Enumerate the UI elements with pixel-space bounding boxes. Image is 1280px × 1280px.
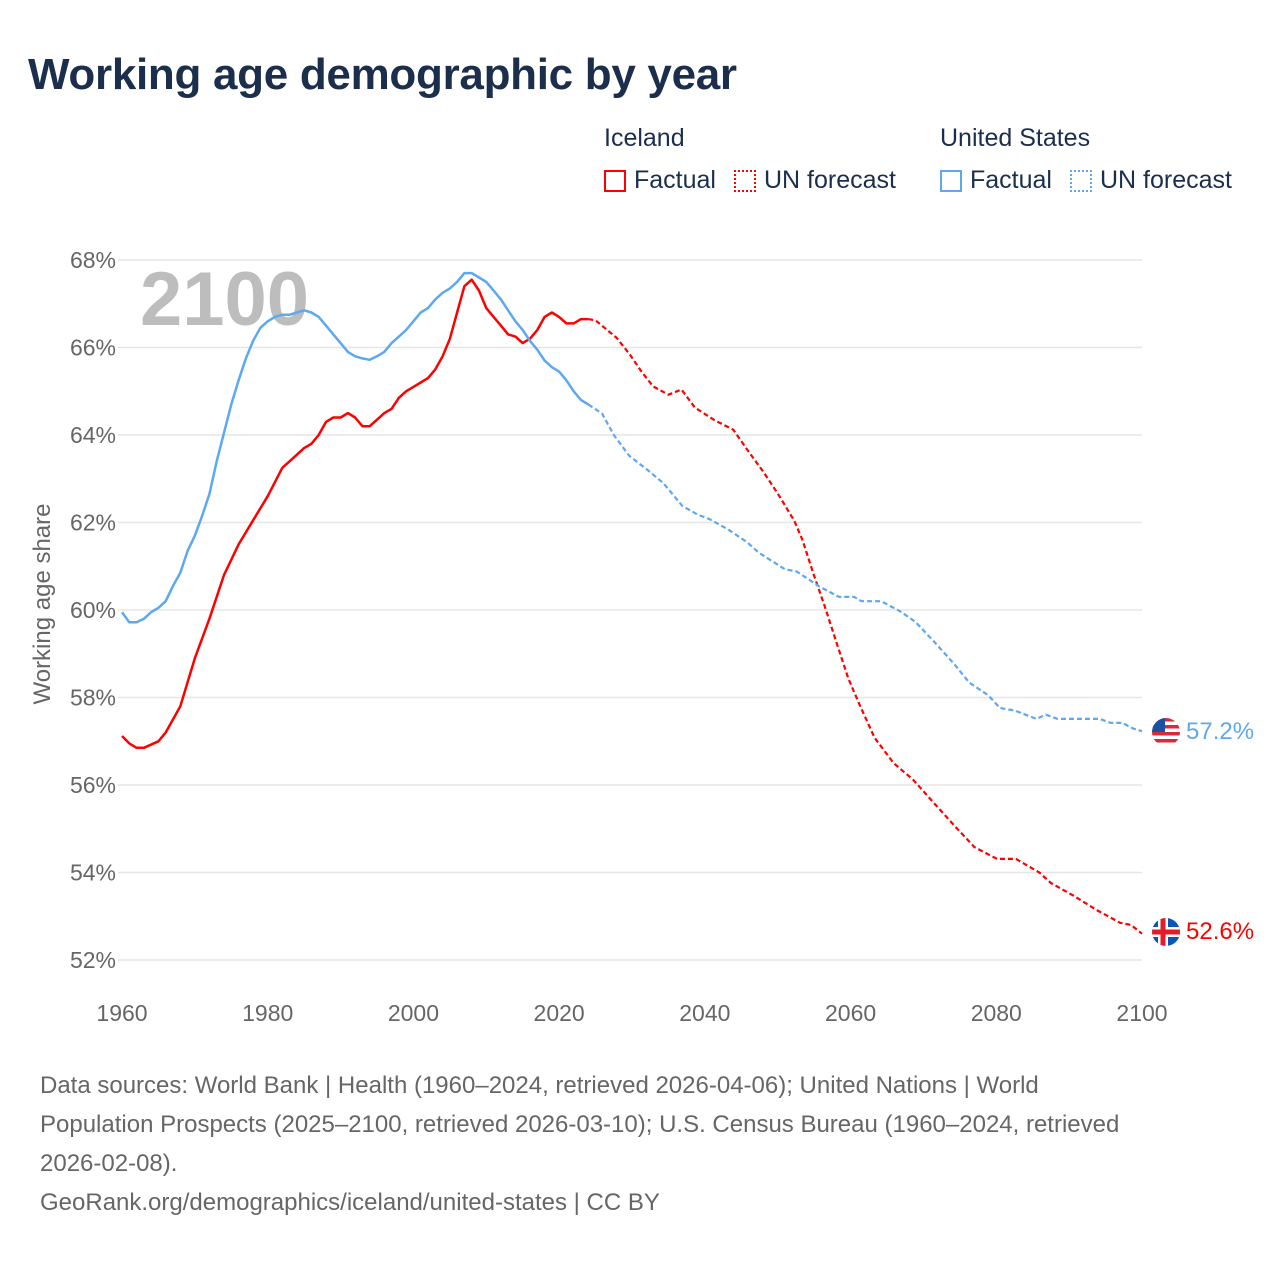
x-tick-label: 2020 [534,1000,585,1026]
series-line-united-states-un-forecast [587,403,1143,733]
x-tick-label: 1960 [96,1000,147,1026]
y-tick-label: 64% [70,422,116,448]
year-watermark: 2100 [140,257,309,342]
data-sources: Data sources: World Bank | Health (1960–… [40,1066,1240,1222]
legend-label: UN forecast [1099,166,1232,194]
y-tick-label: 68% [70,247,116,273]
y-tick-label: 52% [70,947,116,973]
series-line-iceland-factual [121,278,589,750]
y-tick-label: 56% [70,772,116,798]
x-tick-label: 2000 [388,1000,439,1026]
flag-iceland-icon [1152,918,1180,946]
legend-swatch-dotted [733,169,756,192]
x-tick-label: 1980 [242,1000,293,1026]
legend-label: Factual [970,166,1052,194]
credit-link[interactable]: GeoRank.org/demographics/iceland/united-… [40,1189,660,1216]
legend-iceland: Factual UN forecast [604,166,914,195]
legend-group-united-states: United States [940,124,1091,152]
y-axis-ticks: 52% 54% 56% 58% 60% 62% 64% 66% 68% [70,247,116,973]
x-tick-label: 2040 [679,1000,730,1026]
legend-us-forecast[interactable]: UN forecast [1069,166,1232,195]
legend-swatch-solid [940,169,962,192]
legend-label: Factual [634,166,716,194]
legend-united-states: Factual UN forecast [940,166,1250,195]
end-label-united-states: 57.2% [1186,718,1254,745]
flag-united-states-icon [1152,718,1180,746]
series-line-iceland-un-forecast [588,318,1143,935]
gridlines [118,259,1142,961]
y-tick-label: 60% [70,597,116,623]
legend-label: UN forecast [763,166,896,194]
series-lines [120,271,1143,935]
legend-us-factual[interactable]: Factual [940,166,1052,195]
legend-swatch-solid [604,169,626,192]
end-label-iceland: 52.6% [1186,918,1254,945]
sources-line: Population Prospects (2025–2100, retriev… [40,1111,1120,1138]
line-chart: 52% 54% 56% 58% 60% 62% 64% 66% 68% 1960 1980 2000… [29,247,1254,1026]
sources-line: 2026-02-08). [40,1150,178,1177]
y-tick-label: 66% [70,335,116,361]
y-tick-label: 54% [70,860,116,886]
y-tick-label: 58% [70,685,116,711]
legend-group-iceland: Iceland [604,124,685,152]
legend-iceland-factual[interactable]: Factual [604,166,716,195]
legend-iceland-forecast[interactable]: UN forecast [733,166,896,195]
series-line-united-states-factual [120,271,589,624]
x-tick-label: 2100 [1116,1000,1167,1026]
sources-line: Data sources: World Bank | Health (1960–… [40,1072,1039,1099]
y-axis-label: Working age share [29,504,56,705]
chart-title: Working age demographic by year [28,50,737,99]
x-tick-label: 2080 [971,1000,1022,1026]
y-tick-label: 62% [70,510,116,536]
x-tick-label: 2060 [825,1000,876,1026]
legend-swatch-dotted [1069,169,1092,192]
x-axis-ticks: 1960 1980 2000 2020 2040 2060 2080 2100 [96,1000,1167,1026]
